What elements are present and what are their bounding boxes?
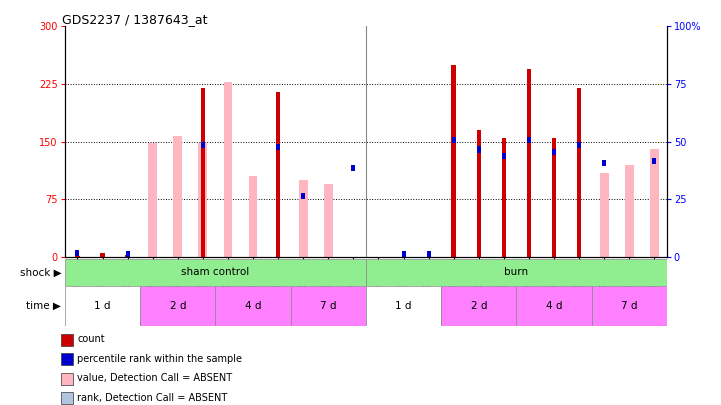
Bar	[600, 173, 609, 257]
Text: percentile rank within the sample: percentile rank within the sample	[77, 354, 242, 364]
Bar	[149, 143, 157, 257]
Bar	[200, 88, 205, 257]
Bar	[527, 137, 531, 143]
Bar	[477, 146, 481, 153]
Bar	[61, 373, 73, 385]
Bar	[149, 158, 157, 257]
Text: 1 d: 1 d	[395, 301, 412, 311]
Text: time ▶: time ▶	[27, 301, 61, 311]
Bar	[451, 137, 456, 143]
Bar	[502, 138, 506, 257]
Bar	[298, 180, 308, 257]
Bar	[61, 334, 73, 346]
Bar	[125, 251, 130, 257]
Bar	[61, 353, 73, 365]
Bar	[366, 259, 667, 286]
Text: shock ▶: shock ▶	[19, 267, 61, 277]
Bar	[173, 136, 182, 257]
Text: value, Detection Call = ABSENT: value, Detection Call = ABSENT	[77, 373, 232, 383]
Text: 2 d: 2 d	[471, 301, 487, 311]
Bar	[61, 392, 73, 404]
Bar	[402, 251, 406, 257]
Bar	[577, 88, 581, 257]
Bar	[224, 82, 232, 257]
Text: burn: burn	[505, 267, 528, 277]
Bar	[502, 153, 506, 160]
Bar	[625, 169, 634, 257]
Text: 4 d: 4 d	[244, 301, 261, 311]
Bar	[552, 138, 557, 257]
Bar	[577, 142, 581, 148]
Text: rank, Detection Call = ABSENT: rank, Detection Call = ABSENT	[77, 392, 227, 403]
Bar	[301, 192, 305, 199]
Bar	[75, 256, 80, 257]
Bar	[351, 165, 355, 171]
Bar	[291, 286, 366, 326]
Bar	[201, 142, 205, 148]
Bar	[249, 177, 257, 257]
Bar	[324, 184, 332, 257]
Bar	[276, 144, 280, 150]
Bar	[100, 254, 105, 257]
Text: 2 d: 2 d	[169, 301, 186, 311]
Bar	[625, 165, 634, 257]
Text: GDS2237 / 1387643_at: GDS2237 / 1387643_at	[62, 13, 208, 26]
Bar	[516, 286, 592, 326]
Text: 1 d: 1 d	[94, 301, 111, 311]
Text: 7 d: 7 d	[320, 301, 337, 311]
Bar	[552, 149, 556, 155]
Bar	[441, 286, 516, 326]
Bar	[65, 259, 366, 286]
Text: sham control: sham control	[181, 267, 249, 277]
Bar	[216, 286, 291, 326]
Bar	[477, 130, 481, 257]
Bar	[140, 286, 216, 326]
Bar	[76, 250, 79, 256]
Bar	[65, 286, 140, 326]
Bar	[198, 143, 207, 257]
Text: 4 d: 4 d	[546, 301, 562, 311]
Bar	[650, 149, 659, 257]
Bar	[125, 255, 130, 257]
Text: count: count	[77, 334, 105, 344]
Bar	[527, 68, 531, 257]
Bar	[427, 251, 430, 257]
Bar	[276, 92, 280, 257]
Bar	[592, 286, 667, 326]
Text: 7 d: 7 d	[621, 301, 637, 311]
Bar	[653, 158, 656, 164]
Bar	[366, 286, 441, 326]
Bar	[602, 160, 606, 166]
Bar	[451, 65, 456, 257]
